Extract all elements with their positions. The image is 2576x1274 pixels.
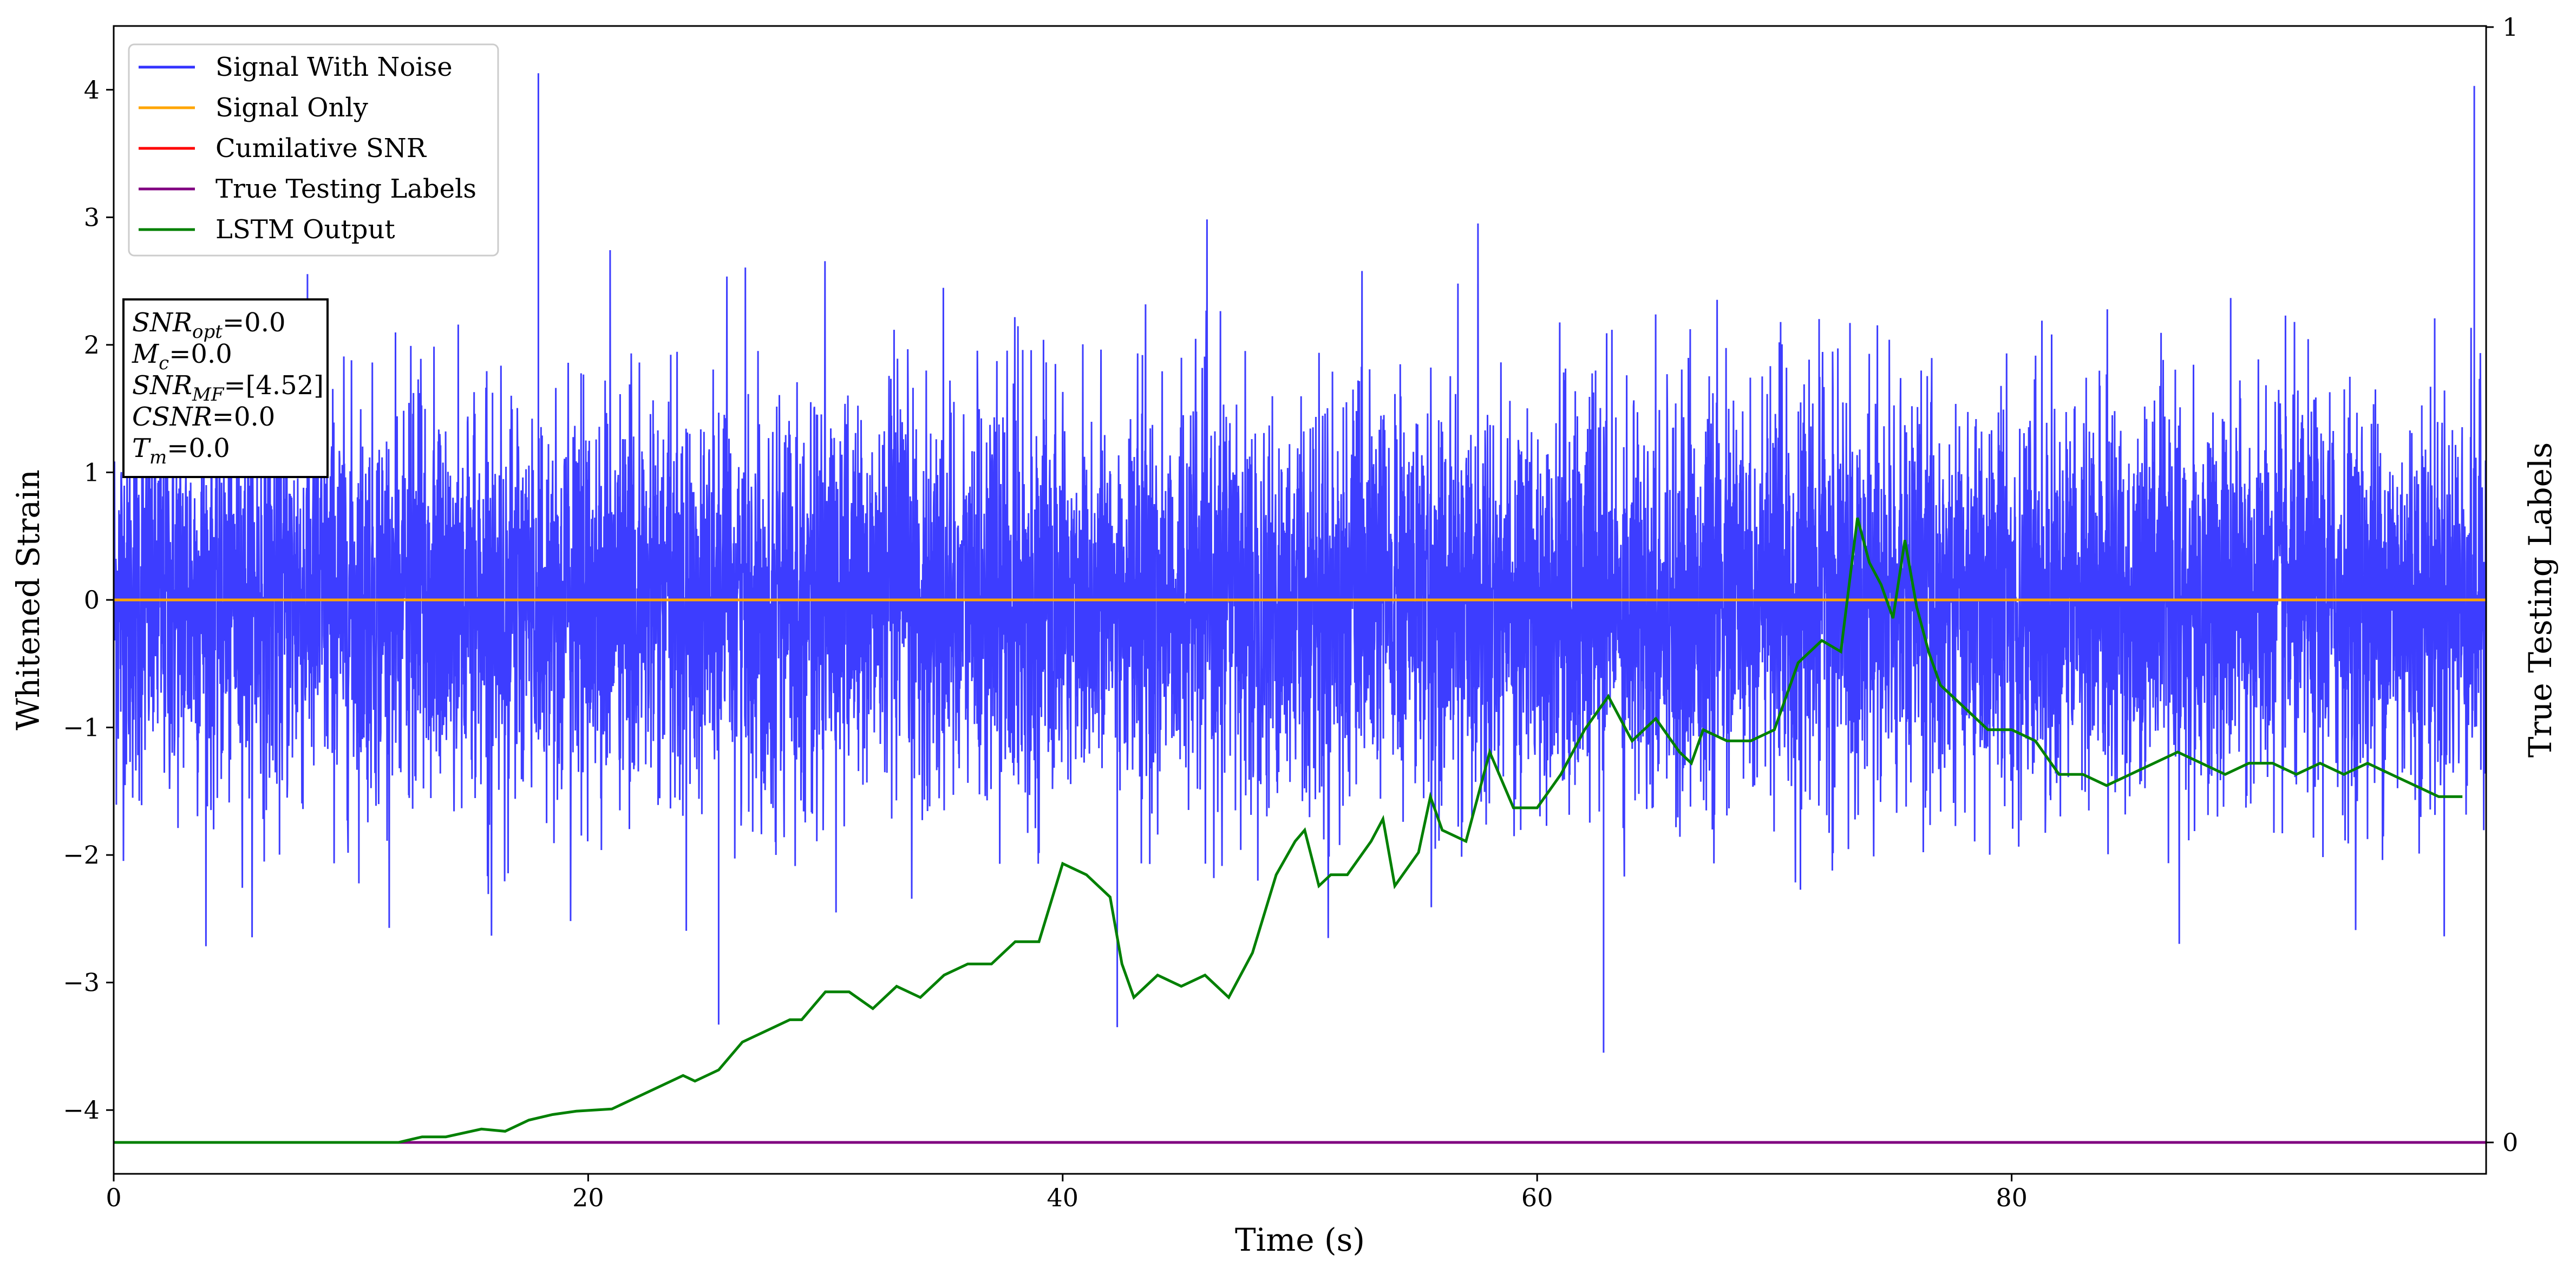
x-axis-label: Time (s) (1235, 1221, 1365, 1258)
noise-trace (114, 73, 2486, 1053)
x-tick-label: 60 (1521, 1183, 1553, 1212)
y-tick-label: 4 (84, 75, 100, 104)
y-tick-label: −2 (63, 840, 100, 870)
x-tick-label: 0 (106, 1183, 121, 1212)
info-box-row: SNRMF=[4.52] (132, 370, 324, 406)
legend-label: Cumilative SNR (215, 133, 427, 164)
legend-label: True Testing Labels (215, 174, 476, 204)
info-box-frame (122, 298, 329, 478)
y2-axis-label: True Testing Labels (2522, 442, 2559, 757)
y2-tick-label: 1 (2502, 12, 2518, 42)
signal-with-noise-series (114, 73, 2486, 1053)
y-tick-label: 1 (84, 458, 100, 487)
info-box: SNRopt=0.0Mc=0.0SNRMF=[4.52]CSNR=0.0Tm=0… (122, 298, 329, 478)
info-box-row: Mc=0.0 (132, 339, 232, 374)
y-tick-label: −4 (63, 1095, 100, 1125)
y2-tick-label: 0 (2502, 1128, 2518, 1157)
y-tick-label: −3 (63, 968, 100, 997)
y-tick-label: −1 (63, 713, 100, 742)
y-tick-label: 2 (84, 330, 100, 360)
info-box-row: CSNR=0.0 (132, 402, 275, 432)
legend-label: LSTM Output (215, 214, 395, 245)
legend-box (128, 43, 499, 257)
y-tick-label: 3 (84, 202, 100, 232)
legend-label: Signal Only (215, 93, 368, 123)
y-axis-label: Whitened Strain (10, 469, 47, 730)
x-tick-label: 20 (572, 1183, 604, 1212)
legend-label: Signal With Noise (215, 52, 453, 82)
info-box-row: Tm=0.0 (132, 433, 230, 468)
x-tick-label: 40 (1047, 1183, 1079, 1212)
series-lstm-output (114, 517, 2463, 1144)
legend: Signal With Noise Signal Only Cumilative S… (128, 43, 499, 257)
x-tick-label: 80 (1996, 1183, 2028, 1212)
info-box-row: SNRopt=0.0 (132, 308, 286, 343)
y-tick-label: 0 (84, 585, 100, 615)
